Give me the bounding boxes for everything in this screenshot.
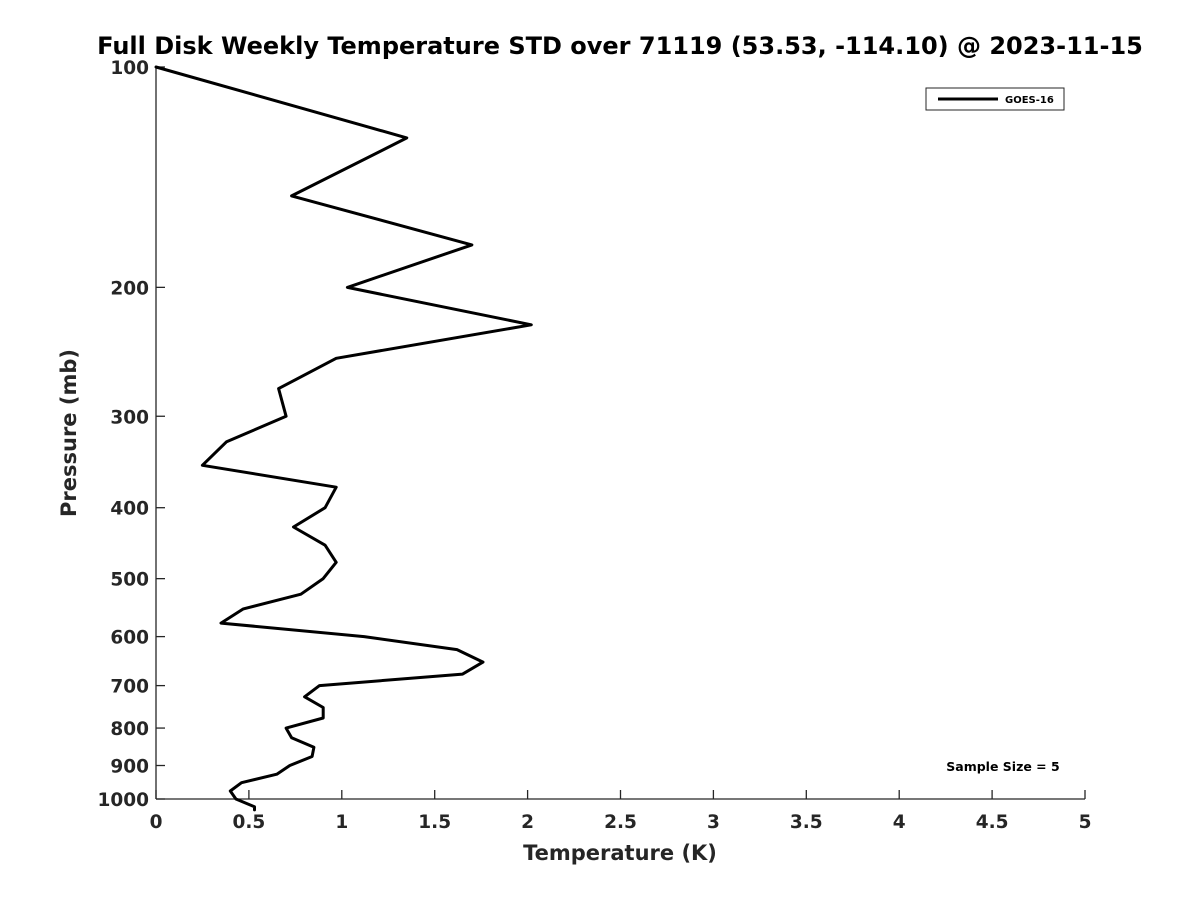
y-tick-label: 900 — [110, 757, 149, 778]
x-tick-label: 0 — [150, 812, 163, 833]
y-tick-label: 300 — [110, 407, 149, 428]
x-tick-label: 2 — [521, 812, 534, 833]
y-tick-label: 400 — [110, 499, 149, 520]
x-tick-label: 3.5 — [790, 812, 823, 833]
axes: 0 0.5 1 1.5 2 2.5 3 3.5 4 4.5 5 100 200 300 400 500 600 7… — [98, 58, 1092, 833]
x-tick-label: 4 — [893, 812, 906, 833]
chart-title: Full Disk Weekly Temperature STD over 71… — [97, 32, 1143, 60]
series-layer — [154, 65, 533, 812]
x-tick-label: 5 — [1079, 812, 1092, 833]
legend: GOES-16 — [925, 87, 1065, 111]
y-tick-label: 800 — [110, 719, 149, 740]
series-line-goes-16 — [154, 65, 533, 812]
x-tick-label: 2.5 — [604, 812, 637, 833]
x-tick-label: 3 — [707, 812, 720, 833]
x-tick-label: 0.5 — [233, 812, 266, 833]
y-tick-label: 700 — [110, 677, 149, 698]
y-tick-label: 500 — [110, 570, 149, 591]
y-tick-label: 200 — [110, 278, 149, 299]
legend-label: GOES-16 — [1005, 95, 1054, 106]
sample-size-annotation: Sample Size = 5 — [946, 759, 1059, 774]
x-tick-label: 4.5 — [976, 812, 1009, 833]
y-tick-label: 100 — [110, 58, 149, 79]
y-tick-label: 600 — [110, 628, 149, 649]
x-axis-label: Temperature (K) — [523, 841, 717, 865]
y-tick-label: 1000 — [98, 790, 150, 811]
y-axis-label: Pressure (mb) — [57, 349, 81, 517]
x-tick-label: 1 — [335, 812, 348, 833]
x-tick-label: 1.5 — [418, 812, 451, 833]
